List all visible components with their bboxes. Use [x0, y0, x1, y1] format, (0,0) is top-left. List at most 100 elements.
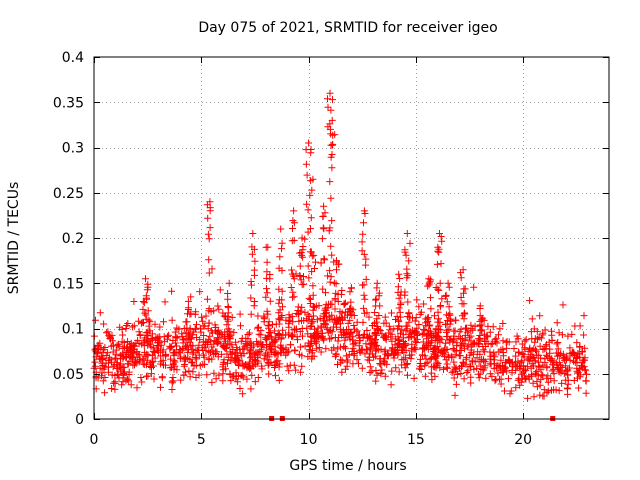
data-point: [167, 355, 175, 363]
data-point: [528, 335, 536, 343]
data-point: [125, 377, 133, 385]
data-point: [246, 347, 254, 355]
data-point: [239, 373, 247, 381]
data-point: [321, 320, 329, 328]
data-point: [305, 139, 313, 147]
data-point: [491, 377, 499, 385]
data-point: [462, 324, 469, 332]
data-point: [112, 350, 120, 358]
data-point: [196, 362, 204, 370]
data-point: [295, 317, 303, 325]
data-point: [431, 372, 439, 380]
data-point: [126, 357, 134, 365]
data-point: [537, 366, 545, 374]
data-point: [427, 294, 434, 302]
data-point: [130, 298, 138, 305]
data-point: [308, 315, 316, 323]
data-point: [410, 374, 418, 382]
data-point: [461, 285, 469, 293]
data-point: [428, 376, 436, 384]
data-point: [105, 359, 112, 367]
data-point: [536, 391, 544, 399]
data-point: [193, 334, 201, 341]
data-point: [452, 380, 460, 388]
data-point: [236, 385, 244, 392]
data-point: [329, 140, 337, 148]
data-point: [306, 191, 314, 199]
data-point: [246, 329, 253, 337]
data-point: [242, 361, 249, 369]
data-point: [159, 356, 167, 364]
data-point: [530, 345, 538, 353]
data-point: [142, 311, 150, 319]
data-point: [416, 310, 424, 318]
data-point: [328, 251, 336, 259]
data-point: [459, 266, 467, 274]
data-point: [311, 265, 318, 272]
data-point: [427, 276, 435, 284]
data-point: [380, 355, 388, 363]
data-point: [364, 333, 372, 341]
data-point: [285, 367, 293, 375]
data-point: [425, 275, 433, 283]
data-point: [404, 371, 411, 379]
data-point: [406, 239, 414, 247]
data-point: [168, 386, 176, 393]
data-point: [160, 333, 168, 341]
data-point: [332, 289, 340, 297]
data-point: [218, 350, 226, 358]
data-point: [388, 309, 395, 317]
data-point: [224, 295, 232, 303]
data-point: [186, 373, 194, 381]
data-point: [365, 334, 373, 342]
data-point: [274, 330, 282, 337]
data-point: [442, 321, 449, 328]
data-point: [420, 345, 428, 353]
data-point: [554, 352, 561, 360]
data-point: [451, 316, 459, 324]
y-tick-label: 0.2: [62, 231, 84, 247]
data-point: [403, 270, 411, 278]
data-point: [548, 367, 556, 375]
data-point: [305, 346, 313, 354]
data-point: [283, 362, 291, 370]
data-point: [320, 255, 328, 263]
data-point: [255, 323, 262, 331]
data-point: [141, 309, 149, 317]
data-point: [248, 371, 256, 379]
data-point: [439, 349, 447, 357]
data-point: [141, 348, 149, 356]
data-point: [319, 329, 326, 337]
data-point: [202, 312, 210, 320]
data-point: [395, 341, 403, 349]
data-point: [293, 310, 301, 317]
data-point: [333, 314, 341, 322]
data-point: [219, 377, 227, 385]
data-point: [521, 372, 529, 380]
data-point: [304, 330, 312, 338]
data-point: [482, 374, 490, 382]
data-point: [104, 349, 112, 357]
data-point: [301, 342, 309, 350]
data-point: [271, 327, 279, 335]
data-point: [168, 287, 176, 295]
data-point: [166, 345, 174, 353]
data-point: [218, 331, 226, 339]
data-point: [176, 346, 184, 353]
data-point: [531, 338, 539, 346]
data-point: [360, 250, 368, 258]
data-point: [519, 369, 527, 377]
data-point: [496, 325, 504, 333]
data-point: [424, 327, 432, 335]
data-point: [314, 333, 322, 341]
data-point: [435, 315, 443, 323]
data-point: [460, 310, 468, 318]
data-point: [224, 303, 232, 310]
data-point: [464, 367, 472, 375]
data-point: [225, 353, 233, 361]
data-point: [409, 314, 416, 322]
data-point: [285, 311, 293, 319]
data-point: [119, 370, 127, 378]
data-point: [223, 321, 231, 329]
